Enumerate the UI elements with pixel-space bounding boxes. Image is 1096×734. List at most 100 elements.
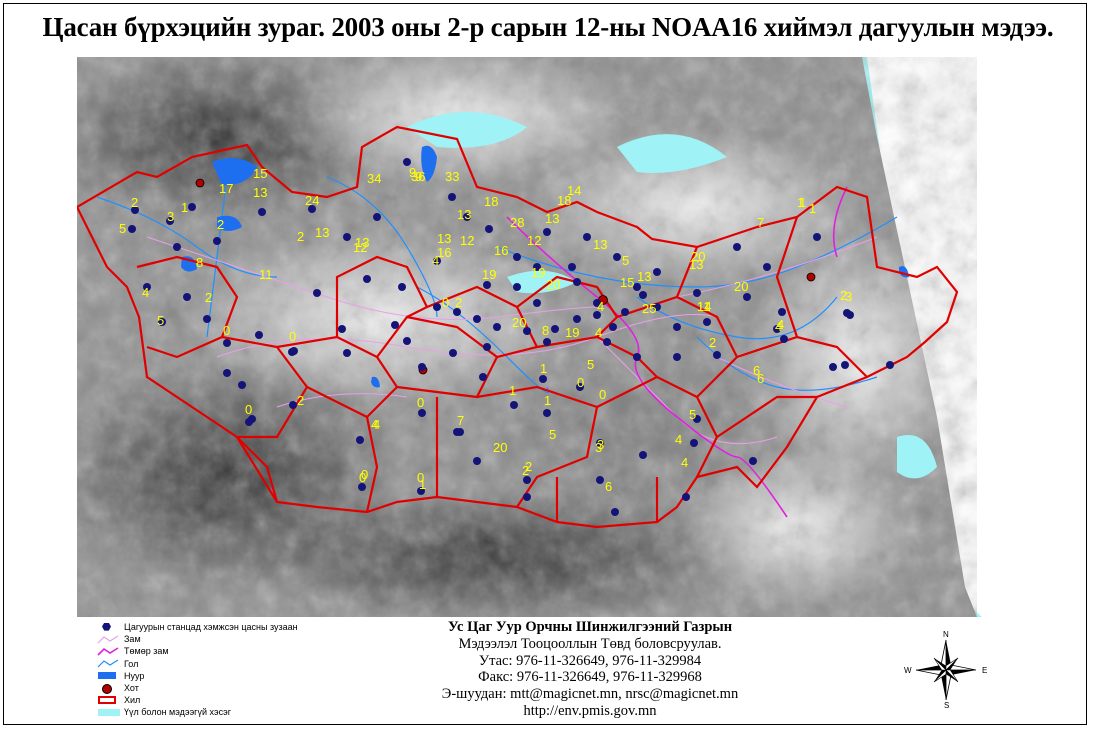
snow-depth-value: 1: [797, 195, 804, 210]
stations: [128, 158, 894, 516]
page-title: Цасан бүрхэцийн зураг. 2003 оны 2-р сары…: [42, 12, 1054, 42]
snow-depth-value: 16: [437, 245, 451, 260]
snow-depth-value: 34: [367, 171, 381, 186]
legend: Цагуурын станцад хэмжсэн цасны зузаан За…: [96, 621, 356, 719]
snow-depth-value: 1: [799, 195, 806, 210]
snow-depth-value: 6: [757, 371, 764, 386]
snow-depth-value: 19: [482, 267, 496, 282]
snow-depth-value: 0: [223, 323, 230, 338]
snow-depth-value: 0: [417, 395, 424, 410]
snow-depth-labels: 2 5 1 3 2 8 5 4 2 0 0 0 2 4 0 0 17 13 24…: [119, 165, 852, 494]
snow-depth-value: 13: [253, 185, 267, 200]
legend-item-lake: Нуур: [96, 670, 356, 682]
snow-depth-value: 13: [593, 237, 607, 252]
compass-south: S: [944, 701, 950, 710]
snow-cover-map: 2 5 1 3 2 8 5 4 2 0 0 0 2 4 0 0 17 13 24…: [77, 57, 1017, 617]
snow-depth-value: 4: [595, 325, 602, 340]
legend-item-station: Цагуурын станцад хэмжсэн цасны зузаан: [96, 621, 356, 633]
snow-depth-value: 20: [512, 315, 526, 330]
snow-depth-value: 18: [557, 193, 571, 208]
snow-depth-value: 11: [697, 299, 711, 314]
snow-depth-value: 0: [577, 375, 584, 390]
station-icon: [96, 622, 120, 633]
compass-east: E: [982, 666, 988, 675]
compass-rose-icon: N S E W: [898, 630, 994, 710]
snow-depth-value: 2: [455, 295, 462, 310]
snow-depth-value: 7: [757, 215, 764, 230]
snow-depth-value: 4: [432, 253, 439, 268]
snow-depth-value: 1: [509, 383, 516, 398]
snow-depth-value: 0: [289, 329, 296, 344]
legend-item-river: Гол: [96, 658, 356, 670]
city-icon: [96, 683, 120, 694]
legend-item-boundary: Хил: [96, 694, 356, 706]
snow-depth-value: 1: [419, 477, 426, 492]
map-canvas: 2 5 1 3 2 8 5 4 2 0 0 0 2 4 0 0 17 13 24…: [77, 57, 982, 617]
snow-depth-value: 4: [371, 417, 378, 432]
legend-item-nodata: Үүл болон мэдээгүй хэсэг: [96, 706, 356, 718]
legend-label: Үүл болон мэдээгүй хэсэг: [124, 707, 232, 718]
snow-depth-value: 20: [734, 279, 748, 294]
snow-depth-value: 6: [605, 479, 612, 494]
snow-depth-value: 20: [493, 440, 507, 455]
snow-depth-value: 13: [315, 225, 329, 240]
snow-depth-value: 1: [809, 201, 816, 216]
org-line-1: Ус Цаг Уур Орчны Шинжилгээний Газрын: [447, 619, 733, 635]
snow-depth-value: 5: [157, 313, 164, 328]
snow-depth-value: 14: [697, 299, 711, 314]
org-website[interactable]: http://env.pmis.gov.mn: [523, 702, 657, 719]
snow-depth-value: 3: [597, 437, 604, 452]
boundary-icon: [96, 695, 120, 706]
legend-item-city: Хот: [96, 682, 356, 694]
road-icon: [96, 634, 120, 645]
organization-info: Ус Цаг Уур Орчны Шинжилгээний Газрын Мэд…: [380, 619, 800, 720]
snow-depth-value: 13: [437, 231, 451, 246]
legend-item-railway: Төмөр зам: [96, 645, 356, 657]
snow-depth-value: 14: [567, 183, 581, 198]
snow-depth-value: 2: [522, 463, 529, 478]
snow-depth-value: 19: [531, 265, 545, 280]
snow-depth-value: 13: [545, 211, 559, 226]
snow-depth-value: 3: [595, 440, 602, 455]
snow-depth-value: 2: [709, 335, 716, 350]
snow-depth-value: 12: [460, 233, 474, 248]
compass-west: W: [904, 666, 912, 675]
snow-depth-value: 2: [297, 393, 304, 408]
snow-depth-value: 13: [457, 207, 471, 222]
snow-depth-value: 15: [620, 275, 634, 290]
snow-depth-value: 20: [546, 277, 560, 292]
snow-depth-value: 20: [691, 249, 705, 264]
org-phone: Утас: 976-11-326649, 976-11-329984: [478, 652, 702, 669]
snow-depth-value: 24: [305, 193, 319, 208]
snow-depth-value: 6: [753, 363, 760, 378]
snow-depth-value: 5: [622, 253, 629, 268]
snow-depth-value: 7: [457, 413, 464, 428]
snow-depth-value: 13: [689, 257, 703, 272]
org-fax: Факс: 976-11-326649, 976-11-329968: [478, 669, 702, 686]
lake-icon: [96, 670, 120, 681]
snow-depth-value: 12: [527, 233, 541, 248]
org-email[interactable]: Э-шуудан: mtt@magicnet.mn, nrsc@magicnet…: [441, 686, 739, 703]
snow-depth-value: 16: [494, 243, 508, 258]
legend-label: Гол: [124, 658, 139, 669]
boundaries: [77, 125, 959, 529]
snow-depth-value: 0: [599, 387, 606, 402]
snow-depth-value: 4: [373, 417, 380, 432]
snow-depth-value: 2: [205, 290, 212, 305]
snow-depth-value: 1: [540, 361, 547, 376]
snow-depth-value: 36: [411, 169, 425, 184]
nodata-patch: [897, 435, 937, 479]
snow-depth-value: 4: [777, 317, 784, 332]
snow-depth-value: 4: [142, 285, 149, 300]
snow-depth-value: 33: [445, 169, 459, 184]
snow-depth-value: 5: [587, 357, 594, 372]
railway-icon: [96, 646, 120, 657]
snow-depth-value: 5: [689, 407, 696, 422]
snow-depth-value: 0: [417, 470, 424, 485]
snow-depth-value: 4: [775, 319, 782, 334]
snow-depth-value: 0: [245, 402, 252, 417]
nodata-patch: [407, 112, 527, 148]
snow-depth-value: 8: [542, 323, 549, 338]
legend-label: Зам: [124, 634, 141, 645]
legend-label: Хот: [124, 683, 139, 694]
